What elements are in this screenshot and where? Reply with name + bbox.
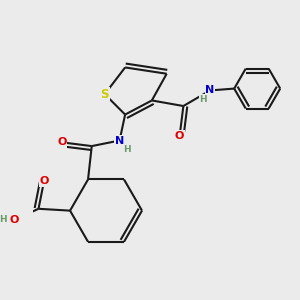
Text: N: N (115, 136, 124, 146)
Text: H: H (0, 215, 7, 224)
Text: H: H (199, 94, 207, 103)
Text: N: N (206, 85, 215, 95)
Text: S: S (100, 88, 109, 101)
Text: O: O (39, 176, 49, 186)
Text: H: H (123, 145, 130, 154)
Text: O: O (57, 137, 67, 147)
Text: O: O (10, 215, 19, 225)
Text: O: O (175, 131, 184, 141)
